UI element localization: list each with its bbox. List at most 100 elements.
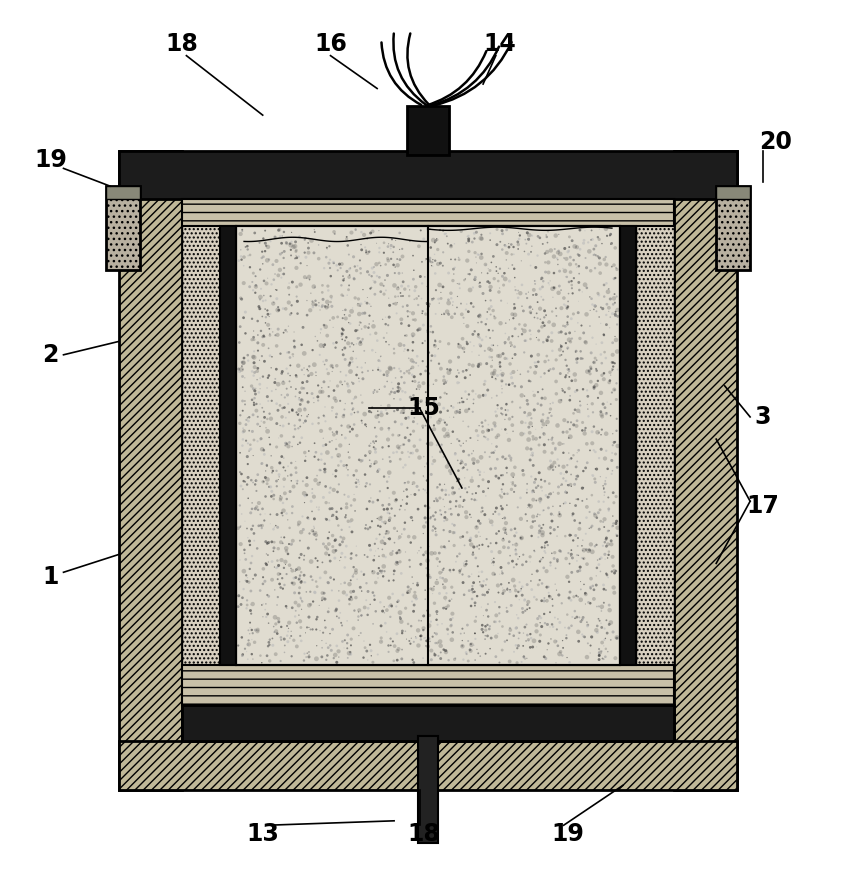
Point <box>522 374 536 388</box>
Point <box>326 539 340 554</box>
Point <box>411 576 425 590</box>
Point <box>384 547 398 561</box>
Point <box>293 572 306 586</box>
Point <box>569 460 583 474</box>
Point <box>304 584 318 599</box>
Point <box>411 417 425 431</box>
Point <box>591 625 604 640</box>
Point <box>428 339 442 353</box>
Point <box>484 556 498 570</box>
Point <box>478 377 491 392</box>
Point <box>518 592 532 607</box>
Point <box>474 580 488 594</box>
Point <box>524 375 538 389</box>
Point <box>366 564 379 578</box>
Point <box>383 465 396 479</box>
Point <box>599 566 613 581</box>
Point <box>342 279 356 293</box>
Point <box>245 473 259 487</box>
Point <box>388 521 401 536</box>
Point <box>496 368 509 383</box>
Point <box>360 476 373 490</box>
Point <box>406 343 419 358</box>
Point <box>603 523 616 538</box>
Point <box>591 374 604 388</box>
Point <box>377 503 391 517</box>
Point <box>353 603 366 617</box>
Point <box>556 383 570 398</box>
Point <box>377 331 390 345</box>
Point <box>452 508 466 522</box>
Bar <box>407 107 449 155</box>
Point <box>403 390 417 404</box>
Point <box>420 222 434 237</box>
Point <box>577 551 591 565</box>
Point <box>414 223 428 237</box>
Point <box>409 280 423 294</box>
Point <box>270 417 283 431</box>
Point <box>501 403 514 418</box>
Point <box>455 453 468 468</box>
Point <box>326 622 340 636</box>
Point <box>353 335 366 349</box>
Point <box>319 250 333 264</box>
Point <box>459 505 473 520</box>
Point <box>300 478 313 492</box>
Point <box>603 397 617 411</box>
Point <box>568 611 582 625</box>
Point <box>555 324 568 339</box>
Point <box>268 582 282 597</box>
Point <box>508 379 522 393</box>
Point <box>366 655 380 669</box>
Point <box>461 633 475 648</box>
Point <box>590 511 603 525</box>
Point <box>404 582 418 596</box>
Point <box>390 626 404 641</box>
Point <box>377 379 391 393</box>
Point <box>515 322 529 336</box>
Point <box>419 364 432 378</box>
Point <box>275 366 288 381</box>
Point <box>490 222 504 237</box>
Point <box>344 551 358 565</box>
Point <box>437 306 451 321</box>
Point <box>598 452 612 466</box>
Point <box>390 643 404 658</box>
Point <box>242 637 256 651</box>
Point <box>526 510 540 524</box>
Point <box>354 608 368 623</box>
Point <box>384 252 398 266</box>
Point <box>533 555 547 569</box>
Point <box>585 346 598 360</box>
Point <box>270 624 283 638</box>
Point <box>324 269 337 283</box>
Point <box>437 523 450 538</box>
Point <box>586 331 599 345</box>
Point <box>431 617 444 632</box>
Point <box>325 365 339 379</box>
Point <box>502 330 516 344</box>
Point <box>428 625 442 640</box>
Point <box>342 489 355 504</box>
Point <box>523 601 537 616</box>
Point <box>472 479 485 494</box>
Point <box>511 552 525 566</box>
Point <box>504 522 518 537</box>
Point <box>526 640 539 654</box>
Point <box>559 336 573 350</box>
Point <box>611 439 625 453</box>
Point <box>448 538 461 553</box>
Point <box>347 271 360 285</box>
Point <box>484 343 498 358</box>
Point <box>482 274 496 289</box>
Point <box>576 543 590 557</box>
Point <box>506 376 520 391</box>
Point <box>326 360 340 375</box>
Point <box>455 455 469 470</box>
Point <box>258 410 271 425</box>
Point <box>393 428 407 443</box>
Point <box>547 508 561 522</box>
Point <box>484 283 497 297</box>
Point <box>479 603 493 617</box>
Point <box>395 279 408 293</box>
